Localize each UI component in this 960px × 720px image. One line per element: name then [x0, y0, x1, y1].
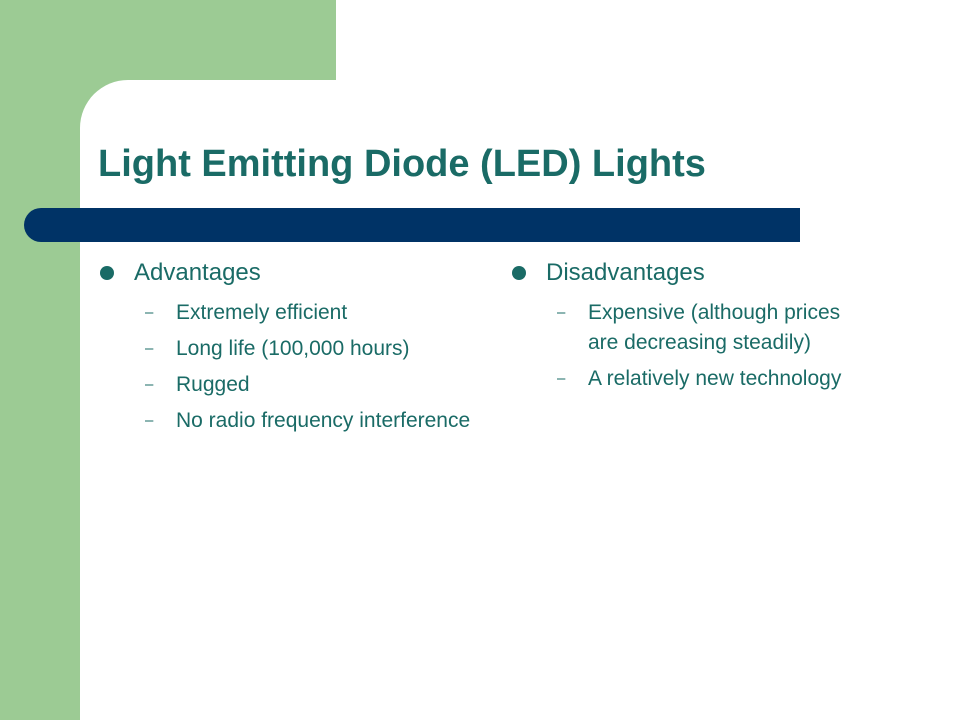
bullet-dot-icon — [512, 266, 526, 280]
slide-title: Light Emitting Diode (LED) Lights — [98, 143, 706, 185]
advantages-heading: Advantages — [134, 259, 261, 286]
advantage-text: Rugged — [176, 373, 250, 396]
advantages-bullet: Advantages — [100, 254, 480, 292]
dash-marker: – — [557, 370, 566, 387]
disadvantages-column: Disadvantages – Expensive (although pric… — [512, 254, 872, 400]
list-item: – Long life (100,000 hours) — [100, 334, 480, 364]
disadvantage-text: A relatively new technology — [588, 367, 842, 390]
list-item: – Rugged — [100, 370, 480, 400]
dash-marker: – — [145, 340, 154, 357]
dash-marker: – — [557, 304, 566, 321]
list-item: – A relatively new technology — [512, 364, 872, 394]
disadvantages-heading: Disadvantages — [546, 259, 705, 286]
advantage-text: Extremely efficient — [176, 301, 348, 324]
advantages-column: Advantages – Extremely efficient – Long … — [100, 254, 480, 442]
list-item: – Extremely efficient — [100, 298, 480, 328]
advantage-text: No radio frequency interference — [176, 409, 471, 432]
disadvantages-list: – Expensive (although prices are decreas… — [512, 298, 872, 394]
dash-marker: – — [145, 304, 154, 321]
disadvantages-bullet: Disadvantages — [512, 254, 872, 292]
dash-marker: – — [145, 376, 154, 393]
list-item: – No radio frequency interference — [100, 406, 480, 436]
list-item: – Expensive (although prices are decreas… — [512, 298, 872, 358]
disadvantage-text: Expensive (although prices are decreasin… — [588, 301, 841, 354]
content-panel — [80, 80, 960, 720]
advantages-list: – Extremely efficient – Long life (100,0… — [100, 298, 480, 436]
title-underline-bar — [24, 208, 800, 242]
dash-marker: – — [145, 412, 154, 429]
bullet-dot-icon — [100, 266, 114, 280]
advantage-text: Long life (100,000 hours) — [176, 337, 410, 360]
